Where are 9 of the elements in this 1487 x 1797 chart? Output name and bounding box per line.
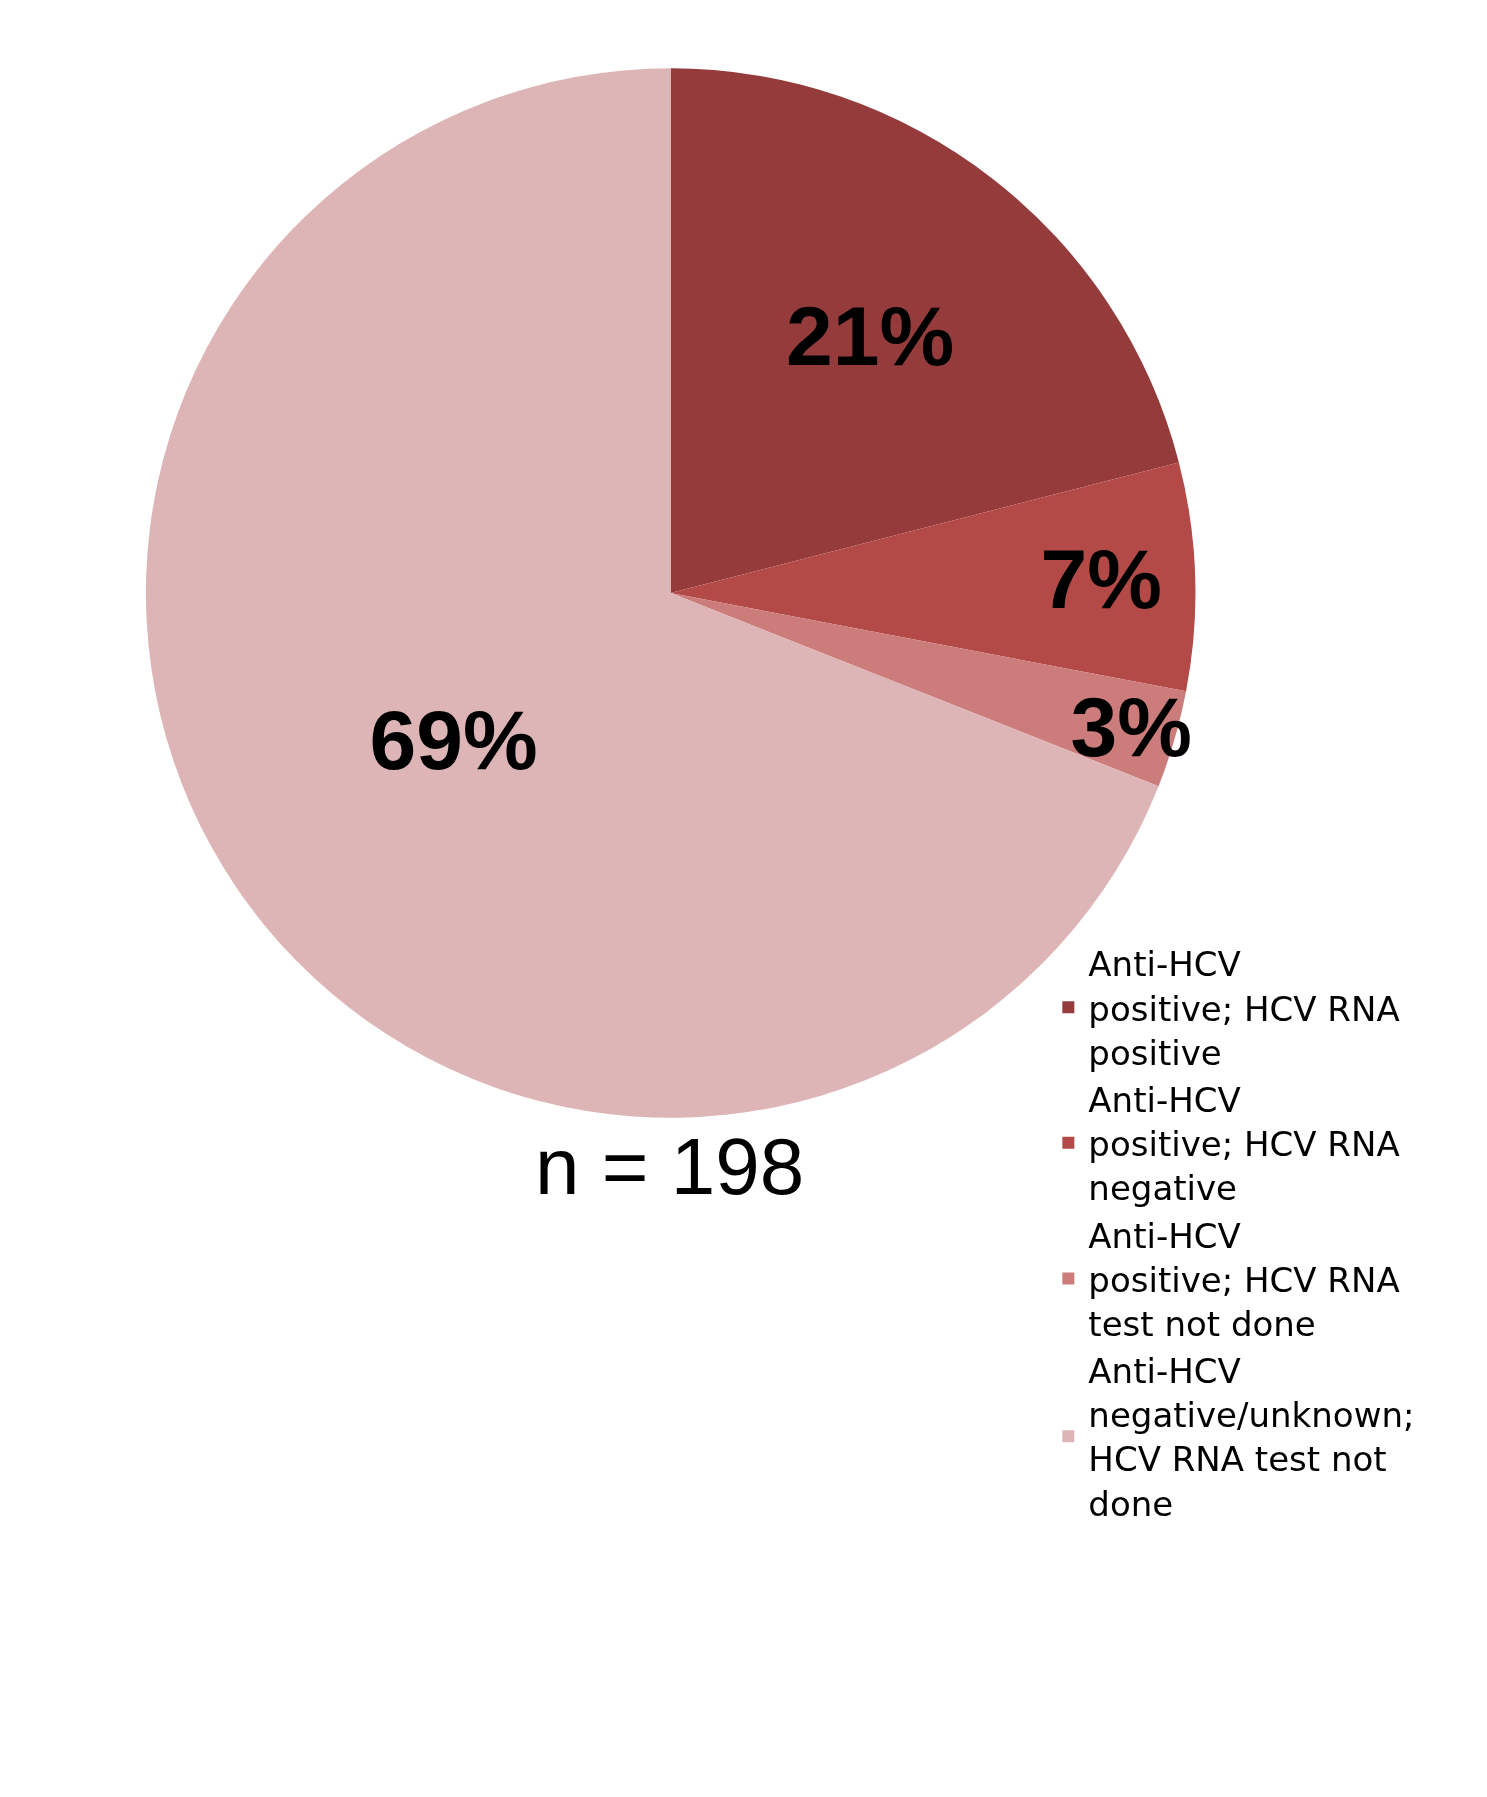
pie-slice — [670, 462, 1196, 692]
text: n = 198 — [535, 1122, 805, 1211]
data-label: 69% — [369, 693, 538, 788]
legend-label: Anti-HCV positive; HCV RNA positive — [1088, 944, 1400, 1073]
data-label: 7% — [1040, 532, 1162, 627]
data-label: 21% — [785, 288, 955, 383]
legend-label: Anti-HCV positive; HCV RNA negative — [1088, 1079, 1400, 1209]
legend-label: Anti-HCV negative/unknown; HCV RNA test not done — [1088, 1351, 1415, 1524]
legend-label: Anti-HCV positive; HCV RNA test not done — [1088, 1215, 1400, 1344]
